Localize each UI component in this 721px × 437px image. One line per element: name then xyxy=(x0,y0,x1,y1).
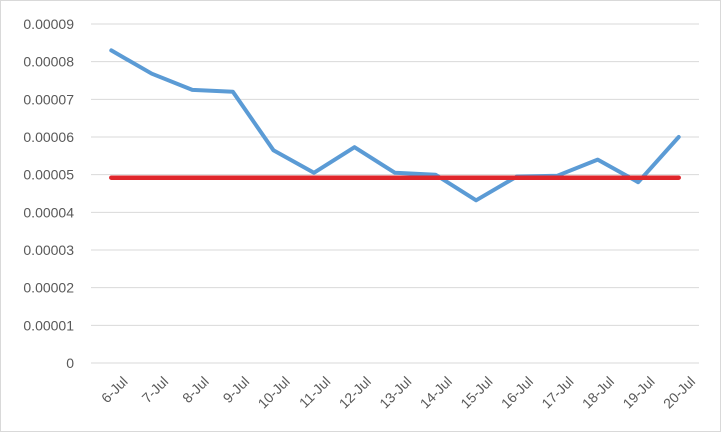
data-point xyxy=(677,176,681,180)
x-tick-label: 15-Jul xyxy=(457,373,495,411)
data-point xyxy=(352,176,356,180)
x-tick-label: 19-Jul xyxy=(619,373,657,411)
y-tick-label: 0.00002 xyxy=(23,280,74,296)
data-point xyxy=(474,198,478,202)
data-point xyxy=(393,176,397,180)
x-tick-label: 10-Jul xyxy=(255,373,293,411)
x-axis-tick-labels: 6-Jul 7-Jul 8-Jul 9-Jul 10-Jul 11-Jul 12-Jul 13… xyxy=(98,373,698,411)
data-point xyxy=(393,171,397,175)
series-lines xyxy=(109,48,681,203)
y-tick-label: 0.00004 xyxy=(23,204,74,220)
data-point xyxy=(231,176,235,180)
y-tick-label: 0.00007 xyxy=(23,91,74,107)
y-tick-label: 0.00003 xyxy=(23,242,74,258)
x-tick-label: 18-Jul xyxy=(579,373,617,411)
x-tick-label: 20-Jul xyxy=(660,373,698,411)
data-point xyxy=(150,72,154,76)
data-point xyxy=(271,148,275,152)
data-point xyxy=(352,145,356,149)
y-tick-label: 0.00008 xyxy=(23,54,74,70)
data-point xyxy=(636,176,640,180)
series-line-1 xyxy=(109,48,681,203)
y-tick-label: 0.00001 xyxy=(23,317,74,333)
x-tick-label: 13-Jul xyxy=(376,373,414,411)
data-point xyxy=(109,176,113,180)
y-tick-label: 0.00006 xyxy=(23,129,74,145)
data-point xyxy=(312,176,316,180)
x-tick-label: 12-Jul xyxy=(336,373,374,411)
data-point xyxy=(231,90,235,94)
data-point xyxy=(474,176,478,180)
y-tick-label: 0 xyxy=(66,355,74,371)
data-point xyxy=(190,176,194,180)
x-tick-label: 17-Jul xyxy=(538,373,576,411)
data-point xyxy=(555,176,559,180)
x-tick-label: 8-Jul xyxy=(179,373,212,406)
x-tick-label: 7-Jul xyxy=(138,373,171,406)
gridlines xyxy=(91,23,699,364)
data-point xyxy=(596,158,600,162)
data-point xyxy=(190,88,194,92)
data-point xyxy=(109,48,113,52)
data-point xyxy=(636,180,640,184)
x-tick-label: 11-Jul xyxy=(296,373,334,411)
data-point xyxy=(596,176,600,180)
x-tick-label: 14-Jul xyxy=(417,373,455,411)
data-point xyxy=(434,176,438,180)
y-tick-label: 0.00005 xyxy=(23,167,74,183)
y-axis-tick-labels: 0 0.00001 0.00002 0.00003 0.00004 0.00005 0.00… xyxy=(23,16,74,371)
data-point xyxy=(515,176,519,180)
x-tick-label: 16-Jul xyxy=(498,373,536,411)
data-point xyxy=(150,176,154,180)
data-point xyxy=(677,135,681,139)
x-tick-label: 9-Jul xyxy=(220,373,253,406)
data-point xyxy=(271,176,275,180)
x-tick-label: 6-Jul xyxy=(98,373,131,406)
data-point xyxy=(312,171,316,175)
y-tick-label: 0.00009 xyxy=(23,16,74,32)
